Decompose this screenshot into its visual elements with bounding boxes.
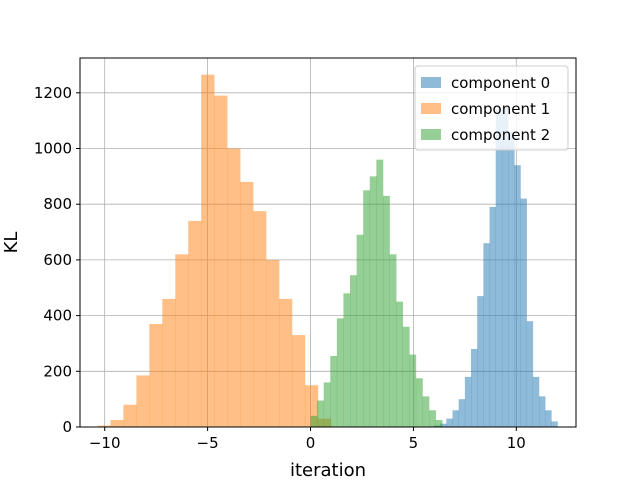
bar-series-1-bin-4 xyxy=(149,323,163,427)
x-tick-label-4: 10 xyxy=(507,434,526,452)
bar-series-2-bin-15 xyxy=(409,354,417,427)
bar-series-2-bin-1 xyxy=(317,400,324,427)
series-2 xyxy=(310,159,443,428)
legend-box xyxy=(414,65,569,151)
x-tick-label-2: 0 xyxy=(306,434,316,452)
bar-series-1-bin-6 xyxy=(175,254,189,427)
legend-entry-1: component 1 xyxy=(421,100,550,118)
bar-series-2-bin-3 xyxy=(330,355,338,427)
bar-series-1-bin-2 xyxy=(123,404,137,427)
bar-series-1-bin-13 xyxy=(266,259,280,427)
legend: component 0 component 1 component 2 xyxy=(414,65,569,151)
axis-ticks: −10 −5 0 5 10 0 200 400 600 800 1000 1200 xyxy=(34,84,526,452)
bar-series-0-bin-8 xyxy=(483,243,490,427)
bar-series-1-bin-12 xyxy=(253,211,267,427)
bar-series-1-bin-3 xyxy=(136,375,150,427)
bar-series-2-bin-9 xyxy=(369,176,377,427)
legend-swatch-2 xyxy=(421,129,441,140)
bar-series-2-bin-4 xyxy=(336,318,344,427)
x-tick-label-1: −5 xyxy=(197,434,219,452)
legend-label-2: component 2 xyxy=(451,126,550,144)
bar-series-0-bin-12 xyxy=(508,131,515,428)
bar-series-2-bin-8 xyxy=(363,190,371,427)
bar-series-2-bin-19 xyxy=(435,420,443,427)
bar-series-2-bin-0 xyxy=(310,415,318,427)
bar-series-1-bin-14 xyxy=(279,298,293,427)
bar-series-2-bin-10 xyxy=(376,159,384,428)
series-0 xyxy=(433,106,558,428)
bar-series-0-bin-6 xyxy=(471,349,478,427)
histogram-bars xyxy=(97,74,558,428)
legend-label-0: component 0 xyxy=(451,74,550,92)
y-tick-label-2: 400 xyxy=(43,307,72,325)
bar-series-0-bin-9 xyxy=(489,206,497,427)
series-1 xyxy=(97,74,332,428)
bar-series-0-bin-2 xyxy=(446,418,453,427)
bar-series-1-bin-9 xyxy=(214,95,228,428)
bar-series-1-bin-1 xyxy=(110,420,124,427)
bar-series-2-bin-7 xyxy=(356,234,364,427)
bar-series-2-bin-2 xyxy=(323,382,331,427)
bar-series-2-bin-13 xyxy=(396,301,404,427)
bar-series-0-bin-5 xyxy=(464,376,472,427)
bar-series-1-bin-7 xyxy=(188,220,202,427)
y-axis-label: KL xyxy=(1,232,22,254)
bar-series-0-bin-7 xyxy=(477,296,484,427)
bar-series-0-bin-1 xyxy=(440,423,447,427)
y-tick-label-4: 800 xyxy=(43,195,72,213)
plot-frame xyxy=(79,57,577,428)
bar-series-1-bin-5 xyxy=(162,298,176,427)
bar-series-2-bin-16 xyxy=(415,378,423,427)
bar-series-2-bin-14 xyxy=(402,326,410,427)
bar-series-0-bin-15 xyxy=(526,321,534,427)
legend-swatch-0 xyxy=(421,77,441,88)
y-tick-label-6: 1200 xyxy=(34,84,72,102)
bar-series-1-bin-11 xyxy=(240,181,254,427)
legend-entry-2: component 2 xyxy=(421,126,550,144)
x-axis-label: iteration xyxy=(290,460,366,480)
bar-series-0-bin-11 xyxy=(501,106,509,428)
legend-swatch-1 xyxy=(421,103,441,114)
bar-series-2-bin-6 xyxy=(350,275,357,427)
legend-entry-0: component 0 xyxy=(421,74,550,92)
bar-series-1-bin-15 xyxy=(291,335,306,427)
y-tick-label-0: 0 xyxy=(62,418,72,436)
y-tick-label-1: 200 xyxy=(43,362,72,380)
legend-label-1: component 1 xyxy=(451,100,550,118)
x-tick-label-0: −10 xyxy=(89,434,121,452)
bar-series-1-bin-10 xyxy=(227,148,241,427)
bar-series-0-bin-3 xyxy=(452,410,459,427)
x-tick-label-3: 5 xyxy=(409,434,419,452)
bar-series-0-bin-4 xyxy=(458,399,466,427)
bar-series-1-bin-0 xyxy=(97,425,111,427)
bar-series-0-bin-17 xyxy=(538,396,546,427)
bar-series-2-bin-11 xyxy=(382,195,390,427)
bar-series-2-bin-12 xyxy=(389,254,397,427)
bar-series-0-bin-14 xyxy=(520,198,527,427)
bar-series-0-bin-18 xyxy=(545,410,552,427)
bar-series-0-bin-13 xyxy=(514,165,521,427)
bar-series-0-bin-19 xyxy=(551,421,558,427)
bar-series-1-bin-8 xyxy=(201,74,215,427)
bar-series-0-bin-10 xyxy=(495,109,503,427)
bar-series-2-bin-5 xyxy=(343,293,351,427)
y-tick-label-3: 600 xyxy=(43,251,72,269)
bar-series-2-bin-18 xyxy=(429,410,436,427)
bar-series-0-bin-16 xyxy=(532,376,540,427)
bar-series-2-bin-17 xyxy=(422,396,430,427)
y-tick-label-5: 1000 xyxy=(34,140,72,158)
